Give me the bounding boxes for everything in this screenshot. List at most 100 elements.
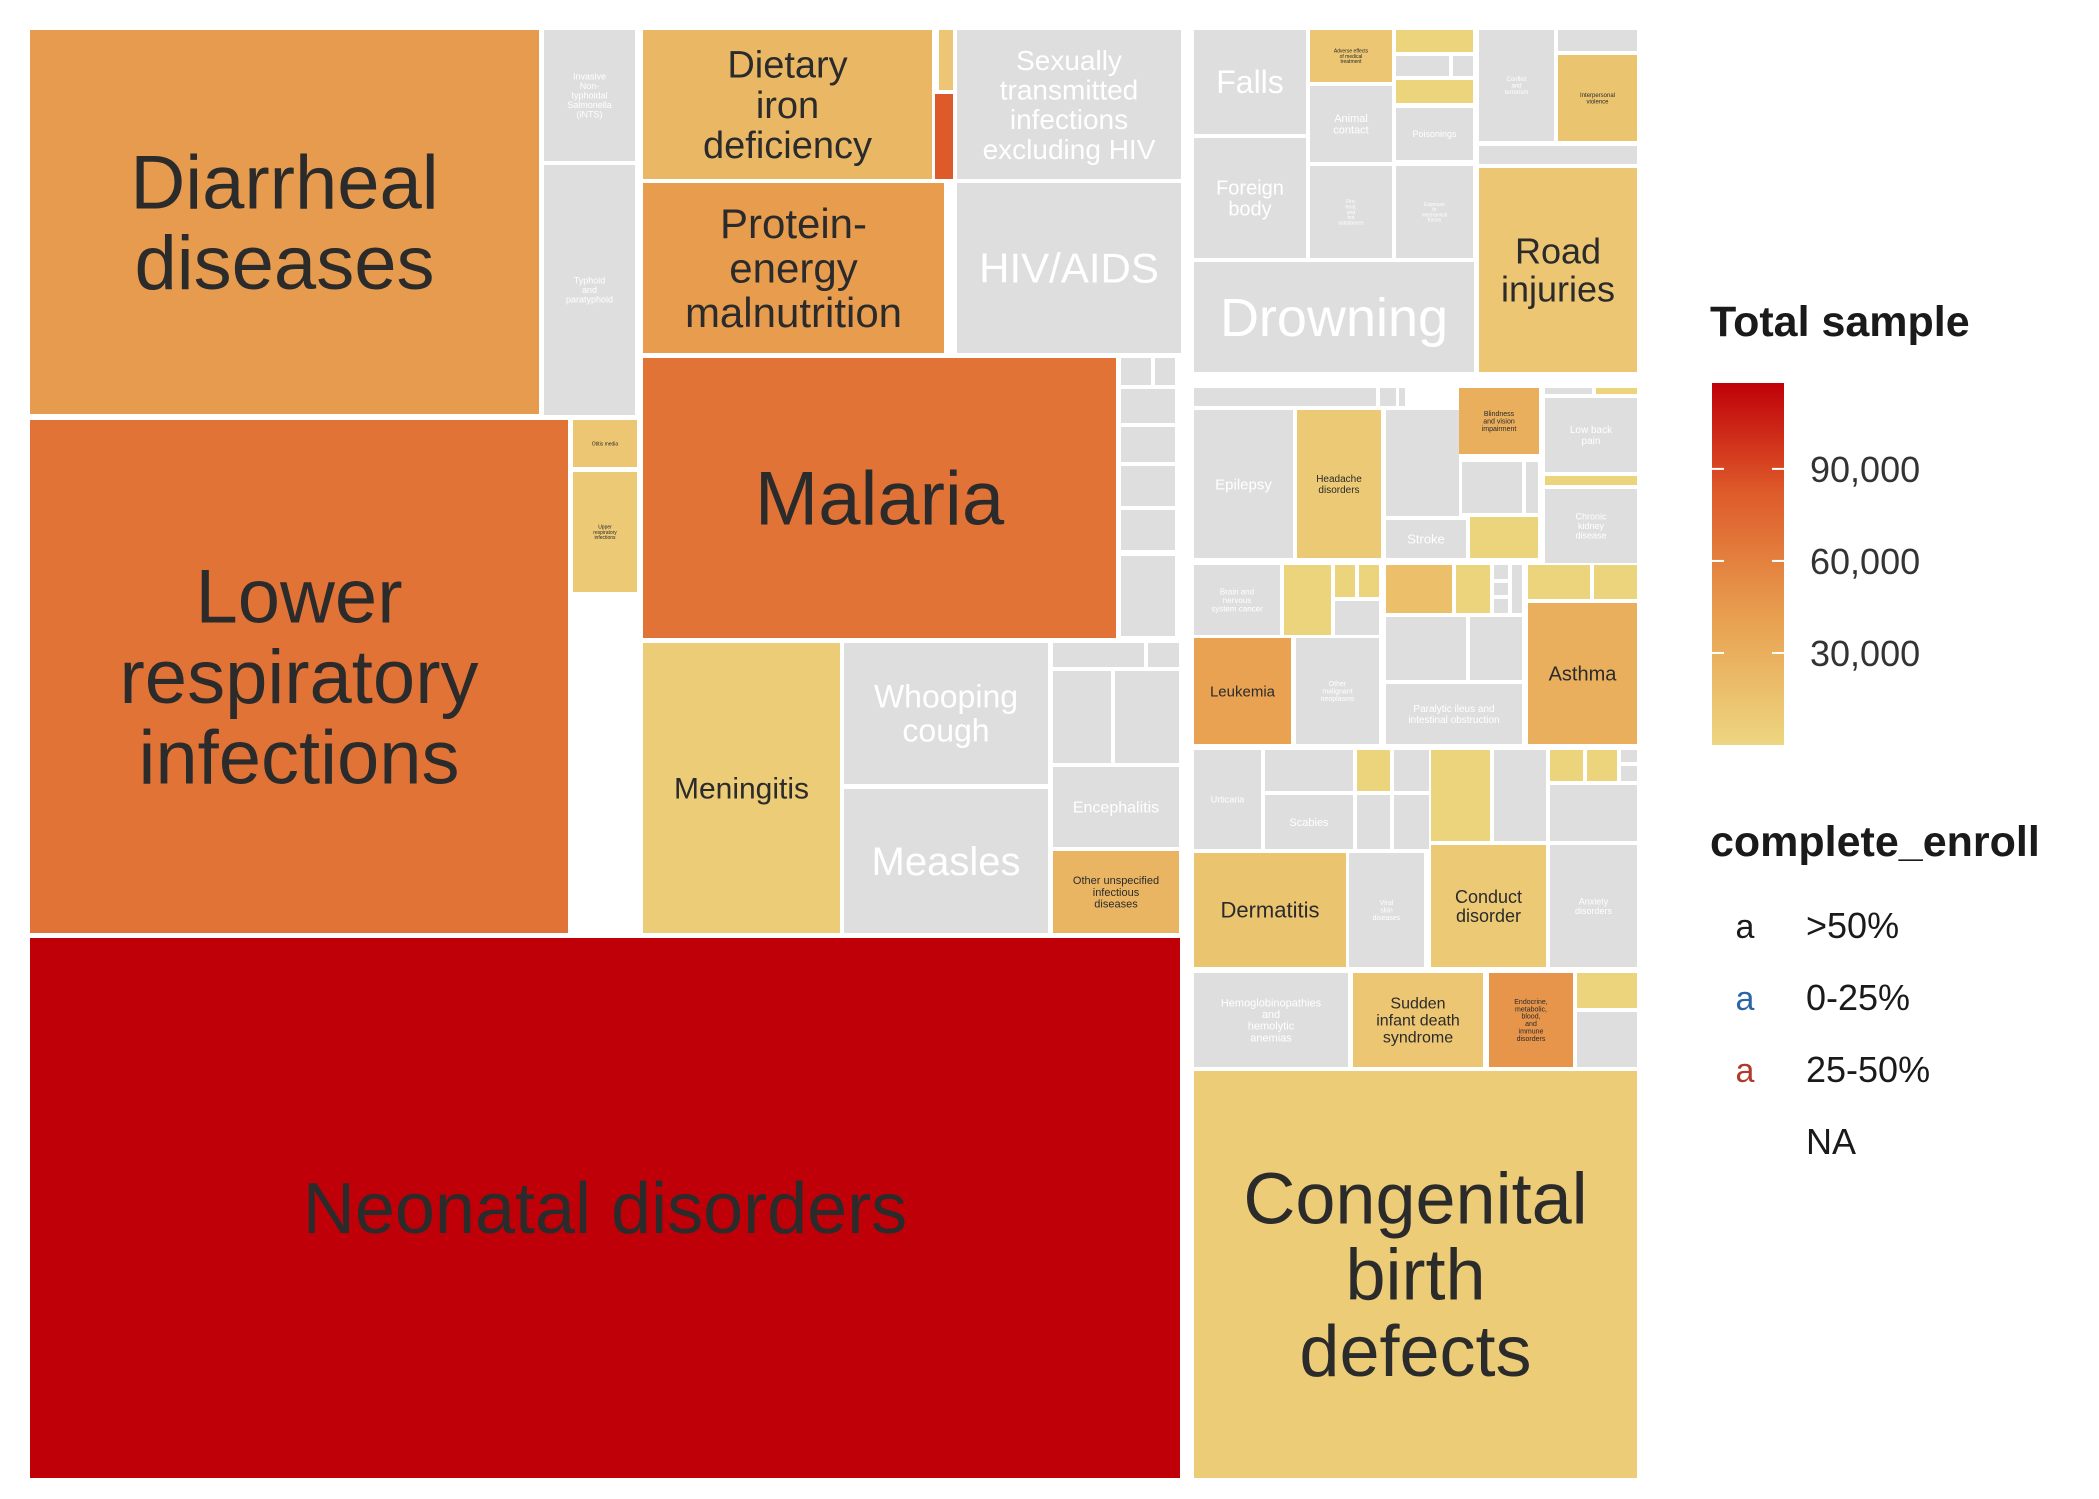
tile-chronic-kidney-disease: Chronic kidney disease bbox=[1545, 489, 1637, 563]
tile-rect bbox=[1396, 108, 1473, 160]
tile-rect bbox=[1053, 851, 1179, 933]
treemap-tile bbox=[1577, 1012, 1637, 1067]
tile-diarrheal-diseases: Diarrheal diseases bbox=[30, 30, 539, 414]
treemap-tile bbox=[1121, 427, 1175, 462]
tile-label: Sexually transmitted infections excluding H… bbox=[983, 45, 1156, 165]
tile-label: Typhoid and paratyphoid bbox=[566, 276, 613, 305]
treemap-tile bbox=[1380, 388, 1396, 406]
tile-label: Otitis media bbox=[592, 441, 619, 447]
tile-rect bbox=[844, 789, 1048, 933]
tile-encephalitis: Encephalitis bbox=[1053, 767, 1179, 847]
treemap-tile bbox=[935, 94, 953, 179]
tile-interpersonal-violence: Interpersonal violence bbox=[1558, 55, 1637, 141]
tile-malaria: Malaria bbox=[643, 358, 1116, 638]
tile-label: Encephalitis bbox=[1073, 800, 1159, 817]
tile-rect bbox=[573, 472, 637, 592]
tile-urticaria: Urticaria bbox=[1194, 750, 1261, 849]
treemap-tile bbox=[1394, 795, 1429, 849]
tile-rect bbox=[1431, 845, 1546, 967]
enroll-legend-label: >50% bbox=[1806, 905, 1899, 946]
tile-rect bbox=[1194, 973, 1348, 1067]
treemap-tile bbox=[1284, 565, 1331, 635]
tile-other-unspecified-infectious-diseases: Other unspecified infectious diseases bbox=[1053, 851, 1179, 933]
tile-rect bbox=[1479, 30, 1554, 141]
tile-label: Asthma bbox=[1549, 664, 1618, 686]
tile-protein-energy-malnutrition: Protein-energy malnutrition bbox=[643, 183, 944, 353]
treemap-tile bbox=[1053, 643, 1144, 667]
tile-label: Leukemia bbox=[1210, 683, 1276, 700]
tile-label: Poisonings bbox=[1412, 129, 1457, 139]
tile-rect bbox=[1528, 603, 1637, 744]
tile-asthma: Asthma bbox=[1528, 603, 1637, 744]
tile-rect bbox=[1479, 168, 1637, 372]
treemap-tile bbox=[1121, 389, 1175, 423]
tile-label: Brain and nervous system cancer bbox=[1211, 587, 1263, 613]
treemap-tile bbox=[1386, 565, 1452, 613]
tile-label: Animal contact bbox=[1333, 113, 1368, 137]
treemap-tile bbox=[1462, 462, 1522, 513]
tile-exposure-to-mechanical-forces: Exposure to mechanical forces bbox=[1396, 166, 1473, 258]
tile-label: Congenital birth defects bbox=[1243, 1159, 1587, 1392]
treemap-tile bbox=[1596, 388, 1637, 394]
treemap-tile bbox=[1494, 599, 1508, 613]
tile-paralytic-ileus-and-intestinal-obstruction: Paralytic ileus and intestinal obstructio… bbox=[1386, 684, 1522, 744]
treemap-tile bbox=[1512, 565, 1522, 613]
tile-sudden-infant-death-syndrome: Sudden infant death syndrome bbox=[1353, 973, 1483, 1067]
tile-rect bbox=[643, 358, 1116, 638]
enroll-legend-entries: a >50% a 0-25% a 25-50% NA bbox=[1736, 905, 1931, 1162]
enroll-legend-label: 25-50% bbox=[1806, 1049, 1930, 1090]
treemap-tile bbox=[1386, 617, 1466, 680]
tile-invasive-non-typhoidal-salmonella-ints: Invasive Non-typhoidal Salmonella (iNTS) bbox=[544, 30, 635, 161]
tile-rect bbox=[1194, 853, 1346, 967]
treemap-tile bbox=[1577, 973, 1637, 1008]
treemap-tile bbox=[1621, 750, 1637, 762]
tile-hemoglobinopathies-and-hemolytic-anemias: Hemoglobinopathies and hemolytic anemias bbox=[1194, 973, 1348, 1067]
treemap-tile bbox=[1396, 80, 1473, 103]
treemap-tile bbox=[1265, 750, 1353, 791]
tile-stroke: Stroke bbox=[1386, 520, 1466, 558]
tile-lower-respiratory-infections: Lower respiratory infections bbox=[30, 420, 568, 933]
tile-label: Epilepsy bbox=[1215, 476, 1272, 493]
tile-label: Invasive Non-typhoidal Salmonella (iNTS) bbox=[567, 72, 612, 120]
treemap-tile bbox=[1115, 671, 1179, 763]
treemap-tile bbox=[1359, 565, 1379, 597]
tile-low-back-pain: Low back pain bbox=[1545, 398, 1637, 472]
tile-label: Malaria bbox=[755, 457, 1005, 542]
tile-label: Other malignant neoplasms bbox=[1321, 681, 1355, 703]
tile-rect bbox=[544, 165, 635, 415]
treemap-tile bbox=[1396, 30, 1473, 52]
tile-animal-contact: Animal contact bbox=[1310, 86, 1392, 162]
tile-fire-heat-and-hot-substances: Fire, heat, and hot substances bbox=[1310, 166, 1392, 258]
treemap-tile bbox=[1526, 462, 1538, 513]
tile-label: Diarrheal diseases bbox=[130, 140, 438, 306]
tile-label: Urticaria bbox=[1211, 795, 1245, 805]
tile-headache-disorders: Headache disorders bbox=[1297, 410, 1381, 558]
tile-label: Road injuries bbox=[1501, 231, 1615, 310]
treemap-tile bbox=[1386, 462, 1458, 513]
tile-dermatitis: Dermatitis bbox=[1194, 853, 1346, 967]
tile-rect bbox=[643, 183, 944, 353]
tile-adverse-effects-of-medical-treatment: Adverse effects of medical treatment bbox=[1310, 30, 1392, 82]
tile-rect bbox=[1310, 30, 1392, 82]
tile-label: Stroke bbox=[1407, 532, 1445, 547]
treemap-tile bbox=[1456, 565, 1490, 613]
treemap-tile bbox=[1148, 643, 1179, 667]
treemap-tile bbox=[1394, 750, 1429, 791]
tile-rect bbox=[1053, 767, 1179, 847]
tile-rect bbox=[1194, 30, 1306, 134]
tile-label: Headache disorders bbox=[1316, 474, 1362, 496]
tile-label: Lower respiratory infections bbox=[120, 555, 479, 801]
tile-scabies: Scabies bbox=[1265, 795, 1353, 849]
treemap-tile bbox=[1431, 750, 1490, 841]
tile-rect bbox=[1489, 973, 1573, 1067]
tile-rect bbox=[30, 30, 539, 414]
tile-viral-skin-diseases: Viral skin diseases bbox=[1349, 853, 1424, 967]
treemap-tile bbox=[1396, 56, 1449, 76]
tile-neonatal-disorders: Neonatal disorders bbox=[30, 938, 1180, 1478]
treemap-tile bbox=[1550, 785, 1637, 841]
treemap-tile bbox=[1545, 476, 1637, 485]
tile-poisonings: Poisonings bbox=[1396, 108, 1473, 160]
legend-title-complete-enroll: complete_enroll bbox=[1710, 818, 2040, 866]
tile-falls: Falls bbox=[1194, 30, 1306, 134]
tile-foreign-body: Foreign body bbox=[1194, 138, 1306, 258]
